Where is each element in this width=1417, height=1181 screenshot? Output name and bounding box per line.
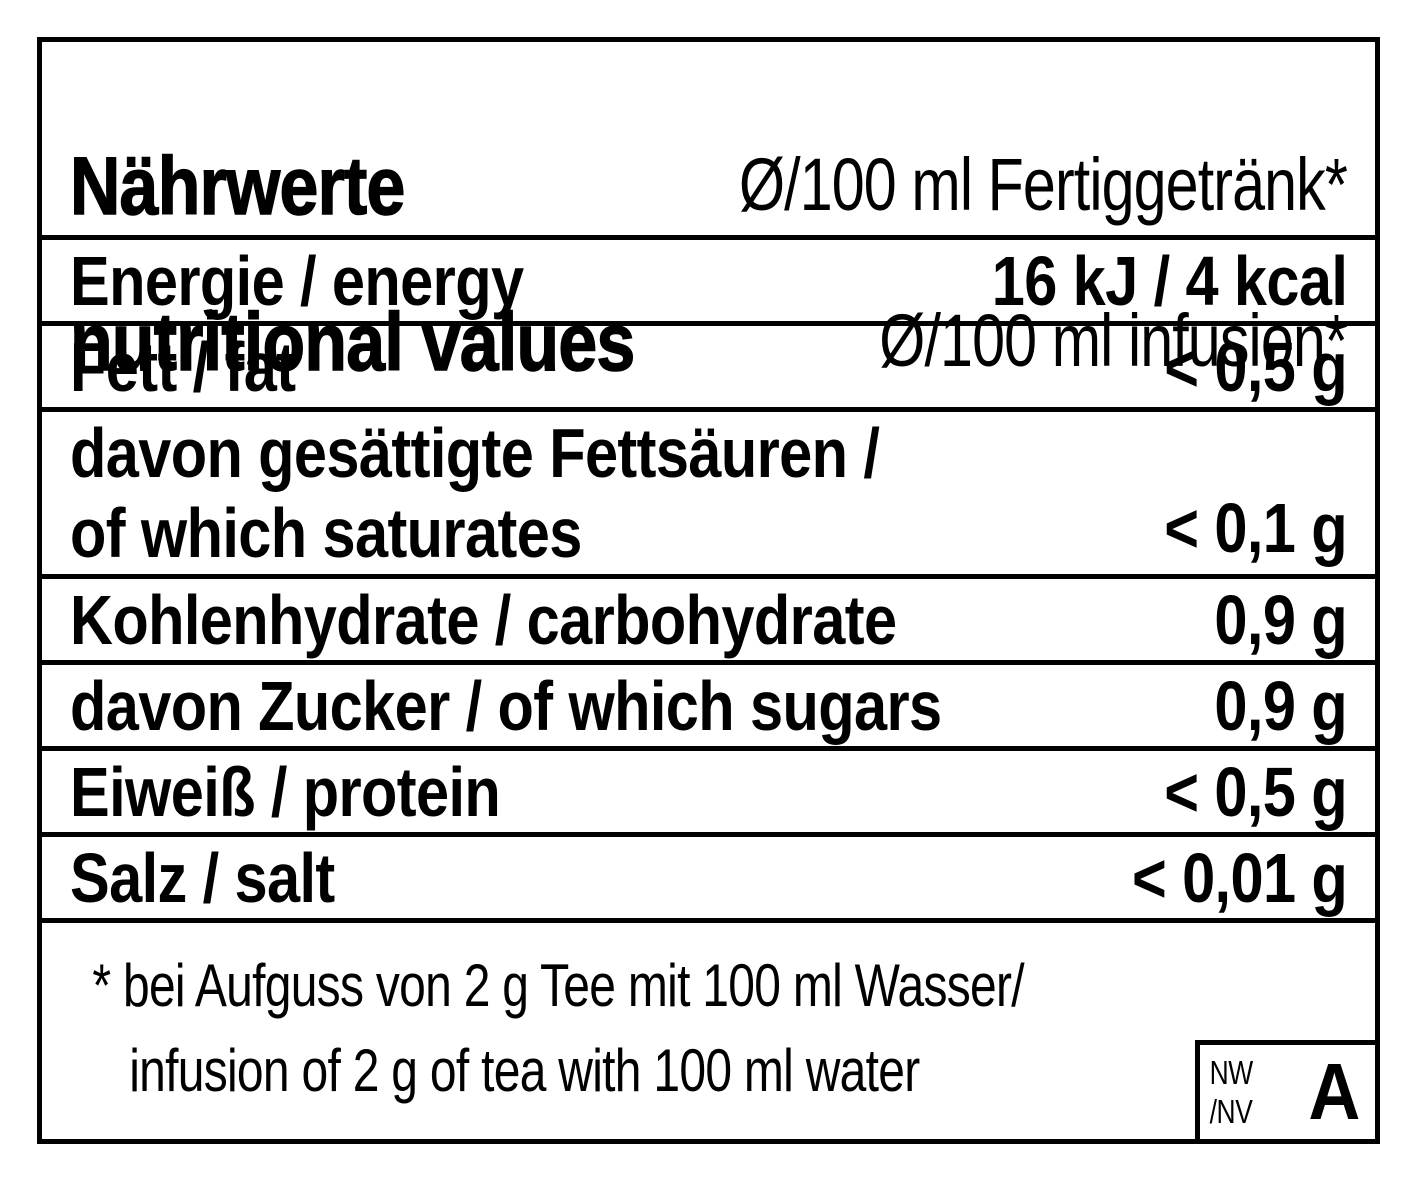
- nw-nv-badge: NW /NV A: [1195, 1040, 1375, 1139]
- row-label: Kohlenhydrate / carbohydrate: [70, 580, 897, 659]
- table-row-protein: Eiweiß / protein < 0,5 g: [42, 746, 1375, 832]
- row-label: Salz / salt: [70, 838, 335, 917]
- table-row-fat: Fett / fat < 0,5 g: [42, 321, 1375, 407]
- footnote-row: * bei Aufguss von 2 g Tee mit 100 ml Was…: [42, 918, 1375, 1139]
- row-label: davon gesättigte Fettsäuren / of which s…: [70, 414, 880, 572]
- table-title: Nährwerte nutritional values: [69, 42, 636, 460]
- row-label: Energie / energy: [70, 241, 524, 320]
- table-row-carbohydrate: Kohlenhydrate / carbohydrate 0,9 g: [42, 574, 1375, 660]
- row-value: < 0,1 g: [1164, 489, 1347, 567]
- row-value: 16 kJ / 4 kcal: [991, 241, 1347, 320]
- table-title-en: nutritional values: [69, 297, 636, 388]
- row-value: < 0,5 g: [1164, 752, 1347, 831]
- table-row-energy: Energie / energy 16 kJ / 4 kcal: [42, 235, 1375, 321]
- footnote-text: * bei Aufguss von 2 g Tee mit 100 ml Was…: [92, 952, 1024, 1104]
- badge-letter: A: [1308, 1047, 1361, 1136]
- table-row-saturates: davon gesättigte Fettsäuren / of which s…: [42, 407, 1375, 574]
- row-value: 0,9 g: [1214, 580, 1347, 659]
- nutrition-table: Nährwerte nutritional values Ø/100 ml Fe…: [37, 37, 1380, 1144]
- table-header-row: Nährwerte nutritional values Ø/100 ml Fe…: [42, 42, 1375, 385]
- row-value: < 0,01 g: [1131, 838, 1348, 917]
- row-label: Eiweiß / protein: [70, 752, 501, 831]
- column-header-de: Ø/100 ml Fertiggetränk*: [738, 143, 1348, 226]
- column-header: Ø/100 ml Fertiggetränk* Ø/100 ml infusio…: [738, 68, 1348, 458]
- row-label: Fett / fat: [70, 327, 296, 406]
- table-row-salt: Salz / salt < 0,01 g: [42, 832, 1375, 918]
- row-value: 0,9 g: [1214, 666, 1347, 745]
- row-label: davon Zucker / of which sugars: [70, 666, 942, 745]
- column-header-en: Ø/100 ml infusion*: [879, 299, 1348, 382]
- table-row-sugars: davon Zucker / of which sugars 0,9 g: [42, 660, 1375, 746]
- badge-code: NW /NV: [1209, 1054, 1254, 1130]
- table-title-de: Nährwerte: [69, 141, 406, 232]
- row-value: < 0,5 g: [1164, 327, 1347, 406]
